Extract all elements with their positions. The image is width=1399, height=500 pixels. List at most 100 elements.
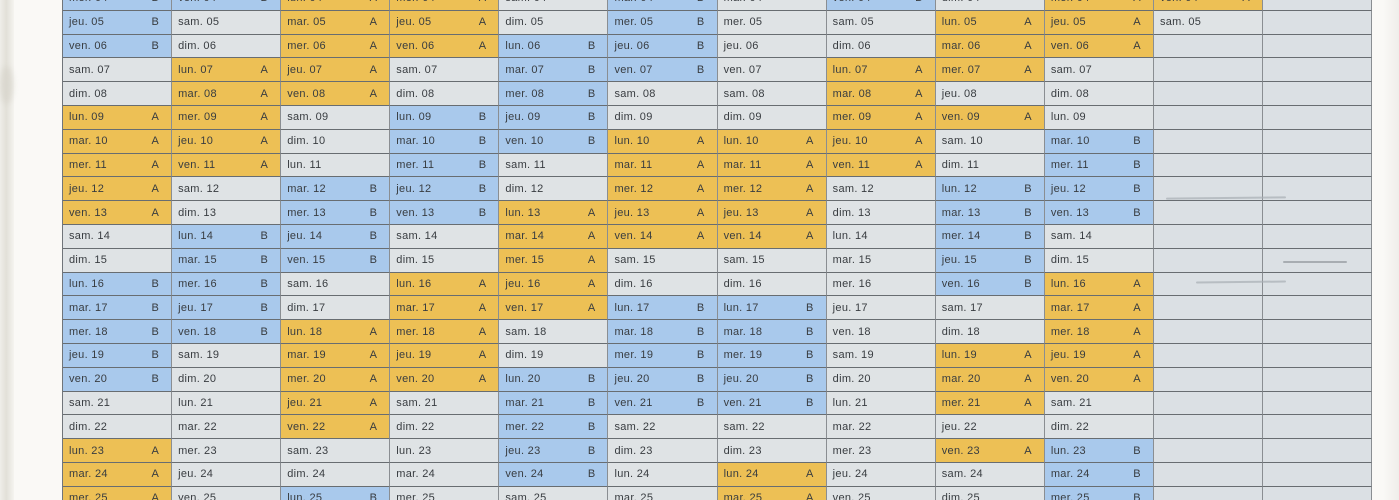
week-letter: B <box>151 277 160 290</box>
week-letter: A <box>1133 373 1141 386</box>
calendar-cell: jeu. 05 B <box>63 10 173 35</box>
calendar-cell: mer. 11 A <box>63 153 173 178</box>
day-label: mar. 17 <box>69 301 108 314</box>
calendar-cell: jeu. 06 <box>717 34 827 59</box>
calendar-cell: ven. 25 <box>172 486 282 500</box>
week-letter: A <box>151 206 160 219</box>
calendar-cell: jeu. 10 A <box>172 129 282 154</box>
day-label: jeu. 06 <box>723 39 759 52</box>
week-letter: B <box>151 16 160 29</box>
day-label: ven. 11 <box>832 158 871 171</box>
day-label: dim. 13 <box>178 206 217 219</box>
calendar-cell: mar. 24 A <box>63 462 173 487</box>
week-letter: A <box>806 182 814 195</box>
day-label: mer. 09 <box>178 111 217 124</box>
day-label: sam. 07 <box>396 63 438 76</box>
calendar-cell: mar. 18 B <box>608 320 718 344</box>
day-label: mer. 23 <box>178 444 217 457</box>
day-label: sam. 15 <box>614 254 656 267</box>
calendar-cell: sam. 22 <box>608 415 718 440</box>
day-label: jeu. 19 <box>396 349 432 362</box>
day-label: sam. 05 <box>178 16 220 29</box>
day-label: ven. 09 <box>941 111 980 124</box>
calendar-cell: dim. 10 <box>281 129 391 154</box>
calendar-cell: sam. 07 <box>390 58 500 83</box>
day-label: ven. 24 <box>505 468 544 481</box>
week-letter: A <box>1133 349 1141 362</box>
week-letter: A <box>915 158 923 171</box>
week-letter: B <box>806 301 814 314</box>
calendar-cell: lun. 10 A <box>717 129 827 154</box>
day-label: dim. 04 <box>942 0 980 4</box>
calendar-cell: dim. 19 <box>499 343 609 368</box>
day-label: sam. 17 <box>941 301 983 314</box>
week-letter: A <box>587 254 596 267</box>
calendar-cell: dim. 20 <box>172 367 282 392</box>
week-letter: B <box>260 325 269 338</box>
calendar-cell: sam. 05 <box>1153 10 1264 35</box>
calendar-cell: lun. 25 B <box>281 486 391 500</box>
calendar-cell: jeu. 12 A <box>63 177 173 202</box>
calendar-cell: lun. 20 B <box>499 367 609 392</box>
day-label: jeu. 10 <box>178 135 214 148</box>
day-label: mar. 13 <box>941 206 981 219</box>
week-letter: A <box>369 373 378 386</box>
week-letter: B <box>478 111 487 124</box>
day-label: ven. 21 <box>614 396 653 409</box>
calendar-cell: jeu. 13 A <box>717 201 827 225</box>
day-label: mar. 24 <box>1050 468 1090 481</box>
calendar-cell: ven. 13 A <box>63 201 173 225</box>
week-letter: A <box>478 39 487 52</box>
calendar-cell-empty <box>1263 10 1373 35</box>
day-label: ven. 10 <box>505 135 544 148</box>
day-label: mar. 15 <box>832 254 872 267</box>
calendar-cell-empty <box>1263 177 1373 202</box>
calendar-cell: mer. 22 B <box>499 415 609 440</box>
week-letter: B <box>696 373 705 386</box>
day-label: sam. 23 <box>287 444 329 457</box>
day-label: ven. 20 <box>69 373 108 386</box>
week-letter: B <box>587 373 596 386</box>
calendar-cell: mar. 17 A <box>1044 296 1154 321</box>
calendar-cell: sam. 25 <box>499 486 609 500</box>
page-left-edge-shadow <box>0 0 14 500</box>
week-letter: B <box>260 230 269 243</box>
calendar-cell: sam. 24 <box>935 462 1045 487</box>
calendar-cell: mar. 10 A <box>63 129 173 154</box>
calendar-cell: ven. 20 A <box>390 367 500 392</box>
day-label: mar. 11 <box>614 158 653 171</box>
day-label: ven. 11 <box>178 158 216 171</box>
day-label: mar. 07 <box>505 63 545 76</box>
day-label: jeu. 17 <box>832 301 868 314</box>
calendar-cell: dim. 20 <box>826 367 936 392</box>
day-label: lun. 18 <box>287 325 323 338</box>
week-letter: B <box>1133 492 1141 500</box>
calendar-cell: lun. 07 A <box>826 58 936 83</box>
calendar-cell: mer. 11 B <box>1044 153 1154 178</box>
calendar-cell: sam. 14 <box>63 224 173 249</box>
week-letter: B <box>1024 254 1032 267</box>
day-label: jeu. 21 <box>287 396 323 409</box>
calendar-cell: sam. 23 <box>281 439 391 463</box>
day-label: lun. 16 <box>1050 277 1086 290</box>
week-letter: A <box>806 492 814 500</box>
day-label: ven. 23 <box>941 444 980 457</box>
calendar-cell-empty <box>1263 415 1373 440</box>
day-label: dim. 24 <box>287 468 326 481</box>
day-label: mer. 08 <box>505 87 545 100</box>
week-letter: A <box>369 420 378 433</box>
day-label: sam. 05 <box>1159 16 1202 29</box>
calendar-cell: ven. 11 A <box>826 153 936 178</box>
day-label: mer. 11 <box>1050 158 1089 171</box>
day-label: dim. 08 <box>1050 87 1090 100</box>
calendar-cell: dim. 24 <box>281 462 391 487</box>
day-label: lun. 24 <box>614 468 650 481</box>
calendar-cell-empty <box>1153 343 1264 368</box>
day-label: dim. 22 <box>1050 420 1090 433</box>
day-label: mer. 05 <box>723 16 763 29</box>
day-label: sam. 14 <box>396 230 438 243</box>
week-letter: A <box>260 135 269 148</box>
calendar-cell-empty <box>1263 462 1373 487</box>
week-letter: A <box>587 277 596 290</box>
day-label: jeu. 12 <box>69 182 105 195</box>
